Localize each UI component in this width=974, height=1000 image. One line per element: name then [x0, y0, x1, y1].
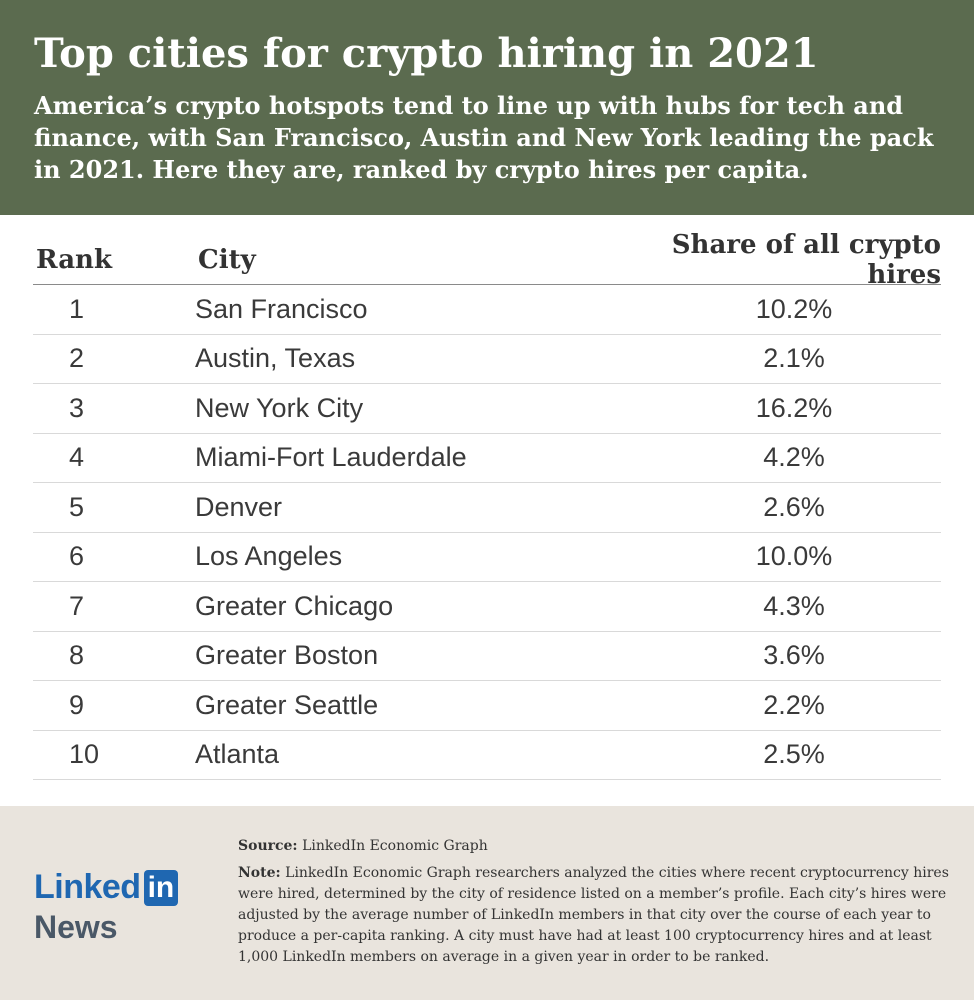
table-row: 7 Greater Chicago 4.3% — [33, 582, 941, 632]
rank-cell: 2 — [69, 343, 85, 374]
share-cell: 16.2% — [755, 392, 833, 423]
table-row: 6 Los Angeles 10.0% — [33, 533, 941, 582]
footer: Linked in News Source: LinkedIn Economic … — [0, 806, 974, 1000]
logo-news-label: News — [34, 909, 118, 945]
city-cell: Los Angeles — [195, 541, 343, 572]
rank-cell: 6 — [69, 541, 85, 572]
table-body: 1 San Francisco 10.2% 2 Austin, Texas 2.1% 3 Ne… — [33, 285, 941, 780]
rank-cell: 1 — [69, 293, 85, 324]
city-cell: Greater Boston — [195, 640, 379, 671]
logo-wordmark: Linked — [34, 868, 141, 906]
share-cell: 4.3% — [763, 590, 825, 621]
share-cell: 2.1% — [763, 343, 825, 374]
city-cell: New York City — [195, 392, 364, 423]
note-text: LinkedIn Economic Graph researchers anal… — [238, 865, 949, 965]
column-header-share: Share of all crypto hires — [671, 230, 941, 290]
city-cell: Greater Seattle — [195, 689, 379, 720]
source-line: Source: LinkedIn Economic Graph — [238, 836, 950, 857]
table-row: 2 Austin, Texas 2.1% — [33, 335, 941, 384]
header-banner: Top cities for crypto hiring in 2021 Ame… — [0, 0, 974, 215]
share-cell: 2.5% — [763, 739, 825, 770]
rank-cell: 4 — [69, 442, 85, 473]
chart-title: Top cities for crypto hiring in 2021 — [34, 30, 819, 77]
city-cell: Austin, Texas — [195, 343, 356, 374]
share-cell: 2.6% — [763, 491, 825, 522]
share-cell: 2.2% — [763, 689, 825, 720]
rank-cell: 5 — [69, 491, 85, 522]
city-cell: Greater Chicago — [195, 590, 394, 621]
rank-cell: 10 — [69, 739, 100, 770]
source-label: Source: — [238, 838, 298, 854]
rank-cell: 3 — [69, 392, 85, 423]
rank-cell: 7 — [69, 590, 85, 621]
footnotes: Source: LinkedIn Economic Graph Note: Li… — [238, 836, 950, 974]
share-cell: 10.2% — [755, 293, 833, 324]
table-row: 10 Atlanta 2.5% — [33, 731, 941, 780]
table-row: 1 San Francisco 10.2% — [33, 285, 941, 335]
logo-in-box: in — [143, 869, 179, 906]
city-cell: Denver — [195, 491, 283, 522]
rank-cell: 9 — [69, 689, 85, 720]
note-label: Note: — [238, 865, 281, 881]
share-cell: 4.2% — [763, 442, 825, 473]
chart-subtitle: America’s crypto hotspots tend to line u… — [34, 91, 934, 184]
source-text: LinkedIn Economic Graph — [302, 838, 488, 854]
table-row: 8 Greater Boston 3.6% — [33, 632, 941, 681]
share-cell: 10.0% — [755, 541, 833, 572]
ranking-table: Rank City Share of all crypto hires 1 San… — [33, 230, 941, 780]
table-row: 5 Denver 2.6% — [33, 483, 941, 533]
city-cell: San Francisco — [195, 293, 368, 324]
column-header-city: City — [198, 245, 256, 275]
note-line: Note: LinkedIn Economic Graph researcher… — [238, 863, 950, 968]
table-row: 4 Miami-Fort Lauderdale 4.2% — [33, 434, 941, 483]
table-header: Rank City Share of all crypto hires — [33, 230, 941, 290]
table-row: 3 New York City 16.2% — [33, 384, 941, 434]
table-row: 9 Greater Seattle 2.2% — [33, 681, 941, 731]
share-cell: 3.6% — [763, 640, 825, 671]
city-cell: Miami-Fort Lauderdale — [195, 442, 467, 473]
column-header-rank: Rank — [36, 245, 112, 275]
rank-cell: 8 — [69, 640, 85, 671]
city-cell: Atlanta — [195, 739, 280, 770]
linkedin-news-logo: Linked in News — [34, 868, 179, 946]
